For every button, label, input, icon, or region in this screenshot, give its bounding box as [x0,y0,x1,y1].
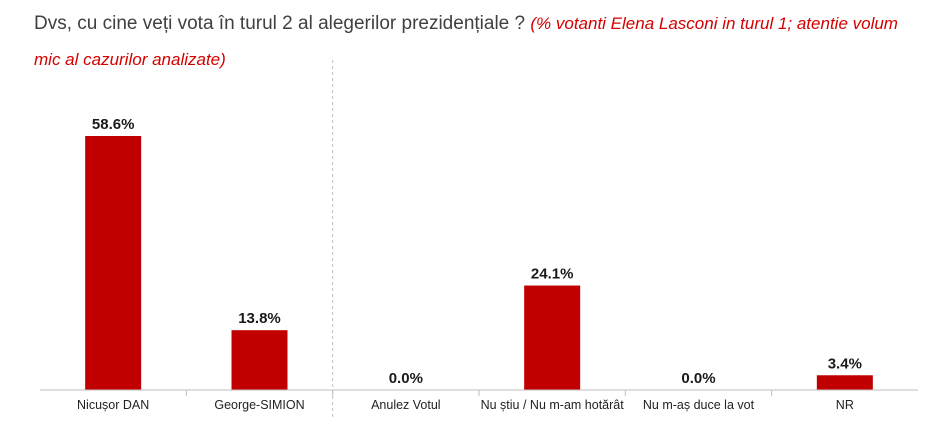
bar-0 [85,136,142,390]
category-label-0: Nicușor DAN [77,398,149,412]
axis-layer [40,389,918,396]
value-label-0: 58.6% [92,116,135,133]
bar-1 [231,330,288,390]
value-label-3: 24.1% [531,266,574,283]
category-label-1: George-SIMION [214,398,304,412]
value-label-2: 0.0% [389,370,423,387]
labels-layer: 58.6% Nicușor DAN 13.8% George-SIMION 0.0% An… [77,116,862,412]
value-label-5: 3.4% [828,355,862,372]
category-label-3: Nu știu / Nu m-am hotărât [481,398,625,412]
bar-5 [816,375,873,390]
chart-title: Dvs, cu cine veți vota în turul 2 al ale… [34,6,924,78]
value-label-1: 13.8% [238,310,281,327]
category-label-4: Nu m-aș duce la vot [643,398,755,412]
title-question: Dvs, cu cine veți vota în turul 2 al ale… [34,13,526,34]
category-label-2: Anulez Votul [371,398,441,412]
value-label-4: 0.0% [681,370,715,387]
bars-layer [85,136,873,390]
category-label-5: NR [836,398,854,412]
bar-3 [524,285,581,390]
title-note: (% votanti Elena Lasconi in turul 1; ate… [34,14,898,69]
